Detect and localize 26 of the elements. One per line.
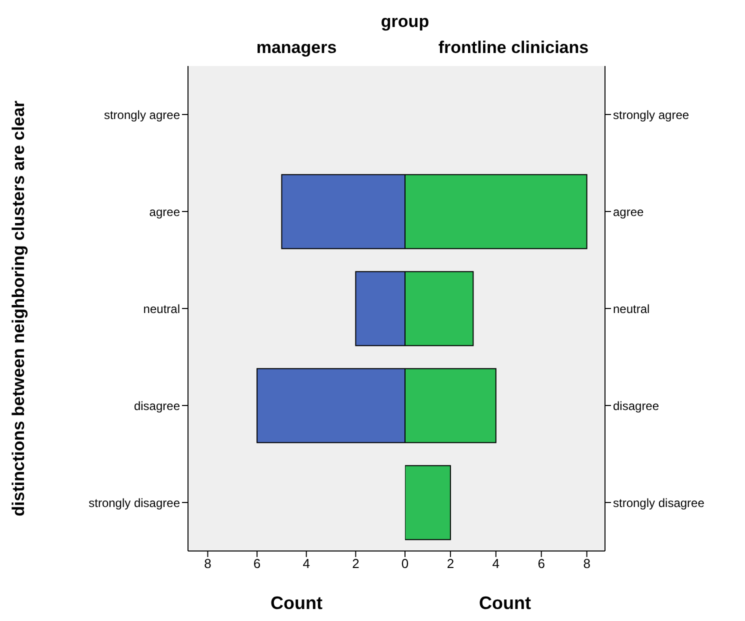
y-tick-label: disagree — [613, 398, 660, 413]
x-tick-label: 8 — [204, 556, 212, 572]
x-tick-label: 6 — [538, 556, 545, 572]
x-tick-label: 8 — [583, 556, 590, 572]
x-axis-title: Count — [270, 593, 322, 613]
bar — [405, 465, 451, 540]
x-tick-label: 2 — [352, 556, 360, 572]
text: group — [380, 12, 430, 32]
x-tick-label: 6 — [253, 556, 261, 572]
y-tick-label: agree — [613, 204, 644, 219]
x-tick-label: 4 — [302, 556, 310, 572]
x-tick-label: 0 — [401, 556, 409, 572]
x-axis-title: Count — [479, 593, 531, 613]
y-tick-label: strongly disagree — [88, 496, 180, 510]
y-axis-title: distinctions between neighboring clusters are clear — [9, 100, 28, 516]
y-tick-label: agree — [149, 204, 180, 219]
y-tick-label: strongly agree — [613, 108, 690, 122]
chart-title: managers — [255, 38, 338, 58]
y-tick-label: disagree — [134, 398, 180, 413]
y-tick-label: strongly disagree — [613, 496, 705, 510]
x-tick-label: 2 — [446, 556, 454, 572]
y-tick-label: neutral — [613, 302, 650, 316]
chart-title: frontline clinicians — [437, 38, 590, 58]
y-tick-label: neutral — [143, 302, 180, 316]
y-tick-label: strongly agree — [104, 108, 180, 122]
x-tick-label: 4 — [492, 556, 500, 572]
